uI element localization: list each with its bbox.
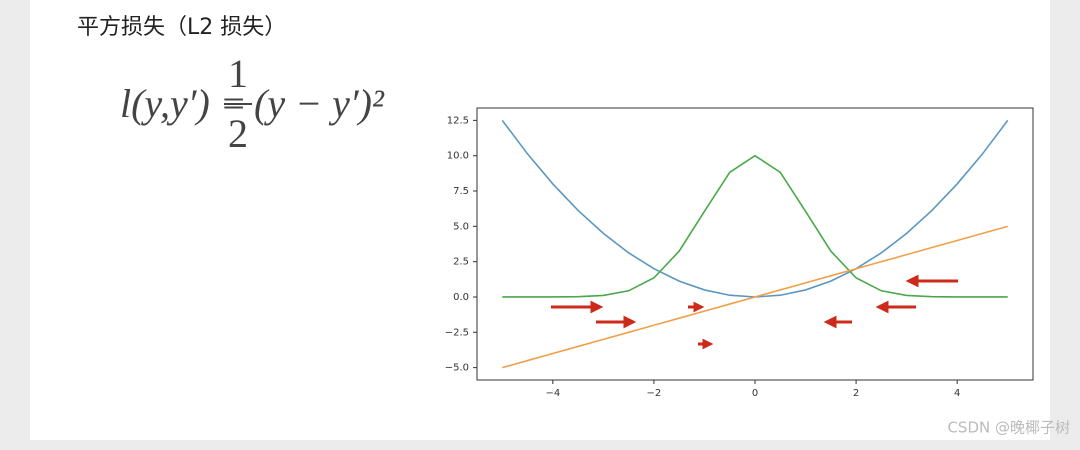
formula-rhs: (y − y′)² (254, 81, 385, 126)
arrow-head (693, 301, 705, 313)
paper (30, 0, 1050, 440)
formula-numerator: 1 (228, 51, 248, 96)
x-tick-label: −2 (647, 388, 662, 399)
y-tick-label: 0.0 (453, 292, 469, 303)
x-tick-label: 0 (752, 388, 758, 399)
line-series (502, 154, 1008, 298)
title: 平方损失（L2 损失） (77, 15, 286, 40)
arrow-head (905, 274, 919, 288)
y-tick-label: −5.0 (445, 363, 469, 374)
arrow-head (823, 315, 837, 329)
x-tick-label: 4 (954, 388, 960, 399)
y-tick-label: 10.0 (447, 151, 469, 162)
arrow-head (623, 315, 637, 329)
arrow-head (590, 300, 604, 314)
y-tick-label: 2.5 (453, 257, 469, 268)
arrow-head (875, 300, 889, 314)
y-tick-label: −2.5 (445, 327, 469, 338)
y-tick-label: 5.0 (453, 221, 469, 232)
annotation-arrows (551, 274, 958, 350)
line-series (502, 225, 1008, 369)
formula-denominator: 2 (228, 111, 248, 156)
x-tick-label: −4 (545, 388, 560, 399)
arrow-head (702, 338, 714, 350)
plot-frame (476, 107, 1034, 381)
watermark: CSDN @晚椰子树 (947, 419, 1070, 437)
x-tick-label: 2 (853, 388, 859, 399)
y-tick-label: 12.5 (447, 115, 469, 126)
y-tick-label: 7.5 (453, 186, 469, 197)
